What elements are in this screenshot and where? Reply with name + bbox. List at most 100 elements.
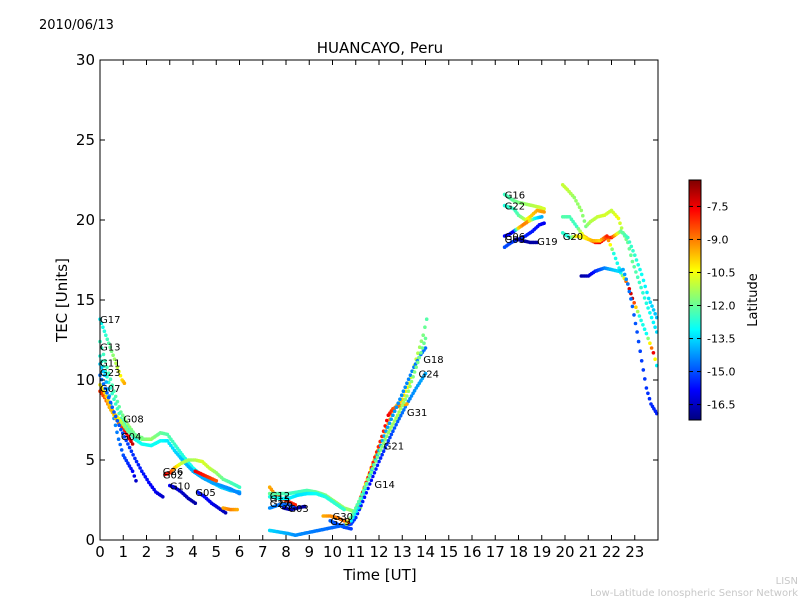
data-point [133,456,137,461]
data-point [101,382,106,386]
x-tick-label: 22 [602,543,621,561]
data-point [369,478,374,483]
data-point [638,349,642,354]
data-point [417,355,422,360]
data-point [579,208,584,213]
x-tick-label: 16 [462,543,481,561]
data-point [644,331,649,336]
data-point [120,413,125,418]
x-tick-label: 18 [509,543,528,561]
satellite-label: G03 [505,235,525,246]
data-point [637,314,642,318]
data-point [397,416,401,421]
series-g9 [267,503,298,510]
satellite-label: G24 [419,370,439,381]
data-point [110,383,114,388]
data-point [113,423,118,428]
y-tick-label: 10 [76,371,95,389]
data-point [380,452,384,457]
data-point [122,381,127,386]
series-g03 [281,504,307,512]
data-point [641,278,646,283]
colorbar-tick-label: -16.5 [707,399,735,412]
data-point [105,365,109,370]
data-point [132,474,137,478]
data-point [405,381,409,386]
data-point [627,287,632,291]
data-point [642,327,647,332]
satellite-label: G16 [505,190,525,201]
data-point [115,430,119,435]
satellite-label: G9 [279,501,293,512]
data-point [108,377,113,382]
data-point [371,474,375,479]
colorbar-tick-label: -12.0 [707,300,735,313]
date-label: 2010/06/13 [39,18,114,33]
data-point [102,373,107,378]
credit-network: Low-Latitude Ionospheric Sensor Network [590,588,798,599]
data-point [360,499,365,504]
data-point [99,359,104,364]
data-point [424,317,429,322]
data-point [302,504,307,509]
data-point [641,291,645,295]
data-point [629,244,634,249]
data-point [99,346,104,350]
data-point [411,375,415,379]
data-point [414,365,419,370]
data-point [360,492,364,497]
data-point [648,311,652,315]
data-point [364,491,369,495]
data-point [354,506,358,510]
data-point [358,496,363,501]
series-g32 [560,231,659,368]
data-point [402,400,406,405]
data-point [131,453,135,457]
satellite-label: G07 [100,384,120,395]
data-point [367,482,372,486]
data-point [409,394,414,398]
data-point [138,466,142,470]
x-tick-label: 0 [95,543,105,561]
data-point [398,407,403,411]
data-point [653,325,657,330]
data-point [355,503,360,507]
data-point [627,289,632,294]
satellite-label: G10 [170,482,190,493]
data-point [140,435,144,440]
satellite-label: G29 [330,517,350,528]
data-point [136,463,141,467]
data-point [387,421,392,426]
data-point [99,385,104,390]
data-point [405,394,409,398]
data-point [375,463,380,468]
data-point [377,451,381,456]
data-point [632,265,636,269]
data-point [635,330,639,334]
data-point [364,481,369,486]
data-point [392,419,397,423]
data-point [122,416,127,421]
data-point [615,261,620,266]
data-point [372,463,377,467]
data-point [362,495,367,500]
data-point [648,341,652,346]
series-g18 [349,336,428,520]
series-g01 [579,266,659,416]
data-point [129,439,133,444]
x-tick-label: 11 [346,543,365,561]
data-point [130,469,135,474]
data-point [388,428,392,432]
data-point [117,369,121,374]
satellite-label: G15 [270,494,290,505]
series-g27 [267,491,346,512]
data-point [403,397,408,402]
data-point [613,256,618,261]
colorbar-tick-label: -7.5 [707,200,728,213]
x-tick-label: 15 [439,543,458,561]
y-tick-label: 30 [76,51,95,69]
chart-title: HUANCAYO, Peru [317,39,443,57]
data-point [119,448,124,452]
satellite-label: G03 [288,504,308,515]
data-point [632,301,636,305]
